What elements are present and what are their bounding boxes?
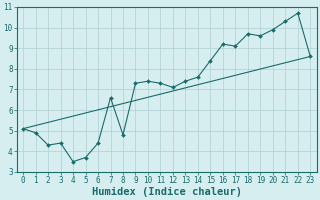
X-axis label: Humidex (Indice chaleur): Humidex (Indice chaleur)	[92, 186, 242, 197]
